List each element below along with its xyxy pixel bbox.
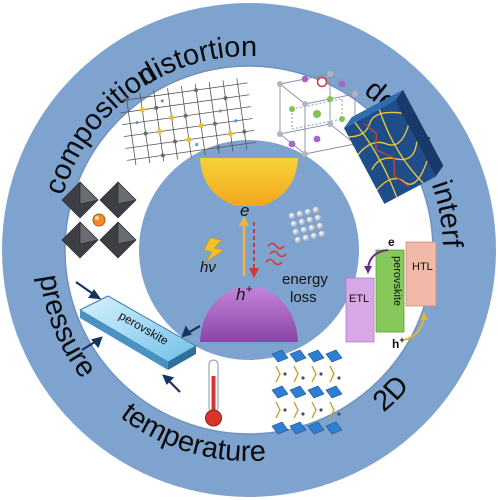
- energy-loss-label-line1: energy: [282, 271, 328, 288]
- center-disc: [139, 140, 359, 360]
- photon-label: hν: [200, 259, 216, 276]
- lattice-cube-icon: [288, 206, 326, 244]
- heat-wave-icon: [265, 242, 287, 266]
- electron-label: e: [240, 201, 249, 220]
- htl-label: HTL: [412, 261, 433, 273]
- defect-grain-structure-illustration: [344, 89, 444, 204]
- center-band-diagram: e h+ hν energy loss: [200, 158, 328, 342]
- pressure-slab-illustration: perovskite: [75, 281, 201, 393]
- etl-label: ETL: [349, 293, 369, 305]
- htl-block: [405, 241, 437, 307]
- perovskite-block: [375, 249, 405, 333]
- interface-hole-label: h+: [392, 335, 405, 351]
- distortion-lattice-illustration: [118, 78, 256, 166]
- composition-octahedra-illustration: [61, 181, 137, 259]
- energy-loss-label-line2: loss: [290, 289, 317, 306]
- perovskite-label: perovskite: [391, 256, 403, 306]
- interface-band-diagram: ETL perovskite HTL e h+: [345, 235, 437, 351]
- valence-band: [200, 288, 298, 342]
- interface-electron-label: e: [388, 235, 395, 249]
- two-d-layered-structure-illustration: [271, 349, 343, 435]
- conduction-band: [200, 158, 298, 206]
- etl-block: [345, 277, 375, 343]
- thermometer-icon: [205, 359, 222, 427]
- hole-label: h+: [236, 282, 252, 304]
- lightning-icon: [203, 237, 225, 263]
